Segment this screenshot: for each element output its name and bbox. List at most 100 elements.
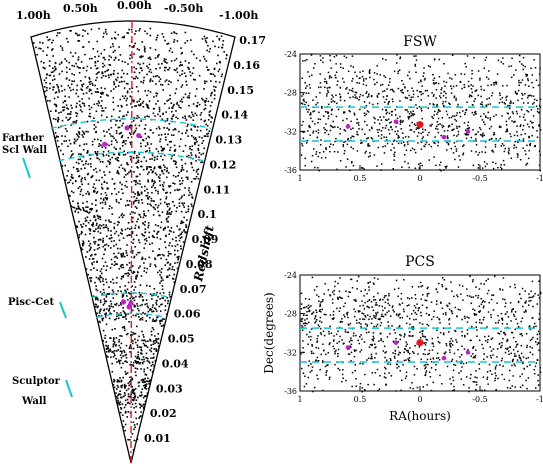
galaxy-point bbox=[190, 128, 192, 130]
galaxy-point bbox=[119, 377, 121, 379]
galaxy-point bbox=[140, 55, 143, 57]
galaxy-point bbox=[145, 195, 148, 197]
galaxy-point bbox=[343, 55, 346, 57]
galaxy-point bbox=[187, 66, 189, 69]
galaxy-point bbox=[352, 90, 354, 93]
galaxy-point bbox=[114, 328, 116, 330]
galaxy-point bbox=[147, 310, 150, 313]
galaxy-point bbox=[79, 104, 81, 106]
galaxy-point bbox=[370, 357, 372, 360]
galaxy-point bbox=[146, 284, 148, 287]
galaxy-point bbox=[385, 124, 388, 127]
galaxy-point bbox=[515, 318, 517, 320]
galaxy-point bbox=[385, 384, 387, 386]
galaxy-point bbox=[46, 73, 48, 76]
galaxy-point bbox=[480, 88, 483, 91]
galaxy-point bbox=[141, 378, 144, 381]
galaxy-point bbox=[185, 225, 188, 228]
galaxy-point bbox=[81, 35, 84, 37]
galaxy-point bbox=[125, 356, 128, 359]
galaxy-point bbox=[167, 83, 170, 86]
galaxy-point bbox=[113, 264, 116, 266]
galaxy-point bbox=[407, 349, 409, 352]
galaxy-point bbox=[172, 278, 175, 280]
galaxy-point bbox=[539, 129, 542, 131]
galaxy-point bbox=[168, 123, 171, 125]
galaxy-point bbox=[445, 110, 448, 113]
galaxy-point bbox=[178, 202, 181, 204]
galaxy-point bbox=[480, 85, 482, 88]
galaxy-point bbox=[134, 397, 136, 399]
galaxy-point bbox=[134, 395, 136, 398]
galaxy-point bbox=[144, 313, 146, 315]
galaxy-point bbox=[49, 74, 52, 77]
galaxy-point bbox=[481, 105, 484, 108]
galaxy-point bbox=[132, 242, 134, 244]
galaxy-point bbox=[153, 230, 155, 232]
galaxy-point bbox=[536, 333, 539, 336]
galaxy-point bbox=[489, 370, 492, 372]
galaxy-point bbox=[159, 214, 161, 217]
galaxy-point bbox=[51, 79, 54, 81]
galaxy-point bbox=[401, 80, 403, 82]
galaxy-point bbox=[406, 90, 409, 92]
galaxy-point bbox=[76, 226, 79, 228]
galaxy-point bbox=[40, 60, 43, 63]
galaxy-point bbox=[393, 159, 395, 161]
galaxy-point bbox=[43, 79, 46, 82]
galaxy-point bbox=[123, 35, 125, 38]
galaxy-point bbox=[133, 392, 136, 394]
galaxy-point bbox=[528, 293, 530, 295]
galaxy-point bbox=[151, 363, 154, 366]
galaxy-point bbox=[99, 321, 101, 324]
galaxy-point bbox=[121, 213, 123, 215]
galaxy-point bbox=[407, 162, 409, 165]
galaxy-point bbox=[90, 207, 92, 210]
galaxy-point bbox=[494, 146, 497, 148]
galaxy-point bbox=[171, 155, 173, 157]
galaxy-point bbox=[409, 124, 411, 127]
galaxy-point bbox=[467, 85, 470, 88]
galaxy-point bbox=[522, 64, 524, 67]
galaxy-point bbox=[159, 67, 161, 69]
galaxy-point bbox=[184, 31, 187, 34]
galaxy-point bbox=[514, 386, 517, 388]
galaxy-point bbox=[508, 147, 510, 150]
galaxy-point bbox=[124, 285, 126, 287]
galaxy-point bbox=[139, 295, 141, 298]
galaxy-point bbox=[120, 275, 123, 278]
galaxy-point bbox=[378, 340, 380, 342]
galaxy-point bbox=[313, 67, 315, 69]
galaxy-point bbox=[189, 74, 192, 77]
galaxy-point bbox=[132, 388, 134, 391]
galaxy-point bbox=[407, 116, 409, 118]
galaxy-point bbox=[122, 237, 125, 239]
galaxy-point bbox=[530, 299, 532, 302]
galaxy-point bbox=[185, 80, 187, 83]
galaxy-point bbox=[141, 102, 144, 104]
galaxy-point bbox=[366, 124, 368, 126]
galaxy-point bbox=[188, 97, 190, 99]
galaxy-point bbox=[484, 340, 487, 342]
galaxy-point bbox=[143, 336, 145, 338]
galaxy-point bbox=[402, 83, 405, 85]
galaxy-point bbox=[64, 58, 66, 60]
galaxy-point bbox=[495, 374, 497, 377]
galaxy-point bbox=[528, 304, 530, 306]
galaxy-point bbox=[315, 309, 317, 312]
galaxy-point bbox=[164, 309, 167, 311]
galaxy-point bbox=[106, 293, 109, 295]
galaxy-point bbox=[475, 133, 478, 135]
galaxy-point bbox=[532, 103, 534, 105]
galaxy-point bbox=[364, 133, 366, 135]
galaxy-point bbox=[185, 119, 188, 121]
galaxy-point bbox=[386, 142, 389, 145]
galaxy-point bbox=[162, 158, 164, 161]
galaxy-point bbox=[182, 96, 185, 99]
galaxy-point bbox=[323, 293, 325, 295]
pcs-highlights bbox=[345, 339, 471, 361]
galaxy-point bbox=[126, 234, 129, 237]
galaxy-point bbox=[538, 111, 541, 113]
galaxy-point bbox=[412, 387, 414, 390]
fsw-frame bbox=[299, 53, 541, 171]
